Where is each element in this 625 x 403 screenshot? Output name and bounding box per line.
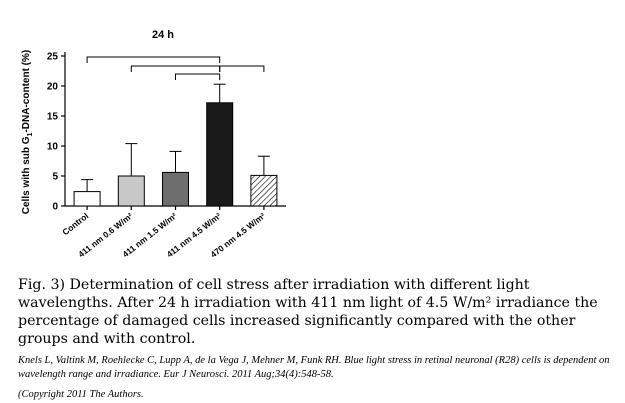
bar-chart: 24 h Cells with sub G1-DNA-content (%) 0… — [21, 29, 286, 260]
bar — [250, 174, 278, 207]
significance-bracket — [130, 65, 221, 72]
copyright-text: (Copyright 2011 The Authors. — [18, 389, 144, 400]
y-tick-label: 20 — [47, 82, 59, 93]
significance-bracket — [175, 73, 221, 80]
y-axis-label: Cells with sub G1-DNA-content (%) — [21, 50, 34, 214]
y-tick-label: 25 — [47, 52, 59, 63]
significance-brackets — [86, 56, 265, 80]
y-tick-label: 5 — [52, 172, 58, 183]
chart-bars — [73, 83, 278, 207]
bar — [117, 175, 145, 207]
y-tick-label: 0 — [52, 202, 58, 213]
bar — [73, 191, 101, 207]
y-tick-label: 15 — [47, 112, 59, 123]
citation-text: Knels L, Valtink M, Roehlecke C, Lupp A,… — [18, 355, 610, 380]
y-axis-label-rest: -DNA-content (%) — [21, 50, 32, 133]
bar — [162, 171, 189, 207]
bar — [206, 102, 234, 207]
chart-title: 24 h — [152, 29, 174, 41]
figure-caption: Fig. 3) Determination of cell stress aft… — [18, 277, 598, 347]
y-axis-label-main: Cells with sub G — [21, 136, 32, 214]
significance-bracket — [86, 56, 221, 63]
significance-bracket — [219, 65, 265, 72]
y-tick-label: 10 — [47, 142, 59, 153]
y-axis-label-subscript: 1 — [27, 132, 34, 136]
y-axis-ticks: 0 5 10 15 20 25 — [47, 52, 65, 213]
x-tick-label: Control — [60, 211, 90, 237]
